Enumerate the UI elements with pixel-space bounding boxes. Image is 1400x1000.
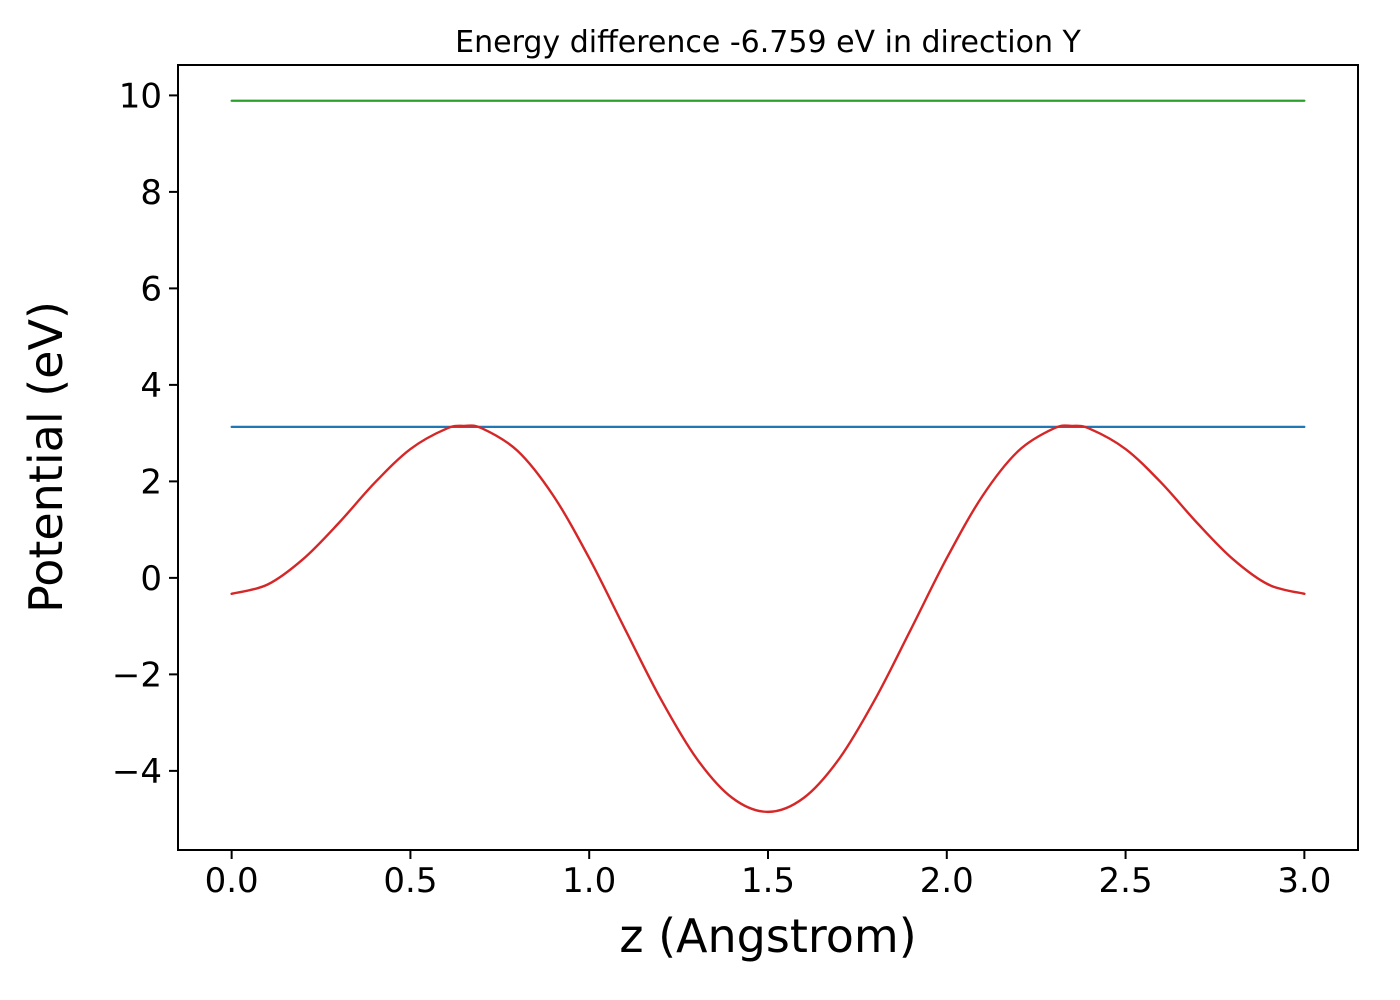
axes-frame — [177, 64, 1359, 851]
x-tick-label: 1.5 — [741, 861, 795, 901]
x-tick-label: 1.0 — [562, 861, 616, 901]
y-tick-label: 10 — [119, 76, 162, 116]
series-potential-curve — [230, 424, 1306, 814]
y-tick-label: −4 — [112, 752, 162, 792]
y-tick-label: 8 — [140, 173, 162, 213]
y-tick-label: −2 — [112, 655, 162, 695]
x-tick-label: 0.5 — [383, 861, 437, 901]
x-tick-label: 0.0 — [205, 861, 259, 901]
x-tick-label: 3.0 — [1277, 861, 1331, 901]
plot-layer: 0.0 0.5 1.0 1.5 2.0 2.5 3.0 −4 −2 0 2 4 6 8 10 — [112, 64, 1359, 901]
x-tick-label: 2.0 — [920, 861, 974, 901]
x-tick-label: 2.5 — [1099, 861, 1153, 901]
y-axis-label: Potential (eV) — [19, 301, 73, 613]
y-tick-label: 4 — [140, 366, 162, 406]
y-tick-label: 2 — [140, 462, 162, 502]
x-axis-label: z (Angstrom) — [619, 909, 916, 963]
y-tick-label: 6 — [140, 269, 162, 309]
y-tick-label: 0 — [140, 559, 162, 599]
chart-title: Energy difference -6.759 eV in direction… — [455, 25, 1081, 60]
